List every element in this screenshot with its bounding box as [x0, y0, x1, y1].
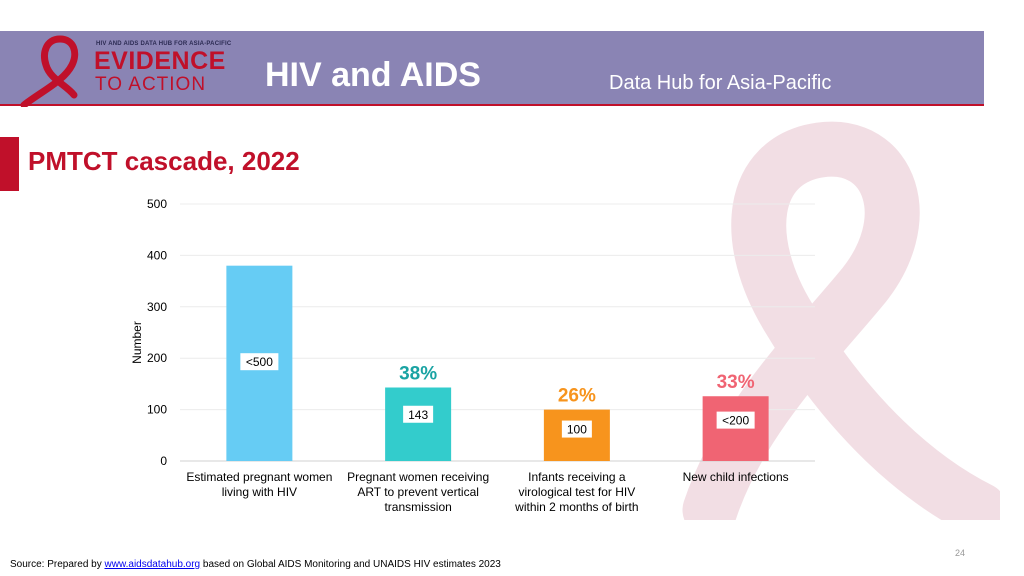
data-label: 100	[567, 423, 587, 437]
y-tick-label: 500	[147, 197, 167, 211]
x-tick-label: living with HIV	[222, 485, 297, 499]
data-label-box	[716, 411, 755, 429]
x-tick-label: Pregnant women receiving	[347, 470, 489, 484]
x-tick-label: Infants receiving a	[528, 470, 626, 484]
source-link[interactable]: www.aidsdatahub.org	[104, 559, 201, 570]
logo-evidence-text: EVIDENCE	[94, 47, 226, 75]
page-title: PMTCT cascade, 2022	[28, 146, 300, 176]
x-tick-label: Estimated pregnant women	[186, 470, 332, 484]
data-label-box	[561, 420, 592, 438]
x-tick-label: virological test for HIV	[519, 485, 636, 499]
bar	[385, 387, 452, 461]
data-label: 143	[408, 408, 428, 422]
source-note: Source: Prepared by www.aidsdatahub.org …	[10, 559, 501, 571]
y-tick-label: 200	[147, 351, 167, 365]
page-number: 24	[955, 548, 966, 558]
data-label: <200	[722, 414, 749, 428]
logo-to-action-text: TO ACTION	[95, 74, 207, 95]
y-tick-label: 100	[147, 403, 167, 417]
data-label-box	[240, 353, 279, 371]
red-ribbon-icon	[20, 35, 79, 107]
percent-label: 26%	[558, 386, 596, 407]
header-banner: HIV AND AIDS DATA HUB FOR ASIA-PACIFIC E…	[0, 31, 984, 107]
source-suffix: based on Global AIDS Monitoring and UNAI…	[200, 559, 501, 570]
y-axis-label: Number	[130, 321, 144, 364]
percent-label: 33%	[717, 372, 755, 393]
logo-tagline: HIV AND AIDS DATA HUB FOR ASIA-PACIFIC	[96, 41, 232, 47]
y-tick-label: 300	[147, 300, 167, 314]
source-prefix: Source: Prepared by	[10, 559, 105, 570]
evidence-to-action-logo: HIV AND AIDS DATA HUB FOR ASIA-PACIFIC E…	[16, 35, 246, 107]
bar	[702, 396, 769, 461]
background-ribbon-icon	[682, 121, 1000, 520]
percent-label: 38%	[399, 363, 437, 384]
data-label-box	[403, 405, 434, 423]
y-tick-label: 400	[147, 248, 167, 262]
x-tick-label: transmission	[384, 500, 451, 514]
y-tick-label: 0	[160, 454, 167, 468]
x-tick-label: ART to prevent vertical	[357, 485, 479, 499]
data-label: <500	[246, 355, 273, 369]
section-accent-bar	[0, 137, 19, 191]
x-tick-label: New child infections	[683, 470, 789, 484]
header-subtitle: Data Hub for Asia-Pacific	[609, 72, 832, 94]
header-title: HIV and AIDS	[265, 56, 481, 94]
x-tick-label: within 2 months of birth	[514, 500, 638, 514]
